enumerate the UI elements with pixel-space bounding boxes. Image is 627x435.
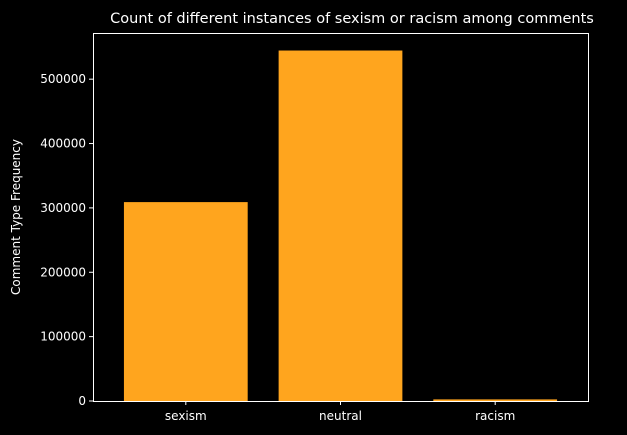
chart-title: Count of different instances of sexism o… (110, 11, 594, 27)
x-axis-ticks: sexism neutral racism (165, 401, 515, 423)
bars-group (123, 50, 558, 402)
y-tick-label: 300000 (40, 201, 86, 215)
x-tick-label-neutral: neutral (319, 409, 362, 423)
y-tick-label: 500000 (40, 72, 86, 86)
plot-frame (93, 33, 589, 402)
bar-sexism (123, 202, 248, 401)
y-tick-label: 0 (78, 394, 86, 408)
x-tick-label-sexism: sexism (165, 409, 207, 423)
y-axis-label: Comment Type Frequency (9, 139, 23, 295)
y-tick-label: 200000 (40, 265, 86, 279)
y-tick-label: 100000 (40, 330, 86, 344)
bar-racism (433, 399, 558, 401)
y-axis-ticks: 0 100000 200000 300000 400000 500000 (40, 72, 93, 408)
y-tick-label: 400000 (40, 137, 86, 151)
bar-neutral (278, 50, 403, 402)
x-tick-label-racism: racism (475, 409, 515, 423)
